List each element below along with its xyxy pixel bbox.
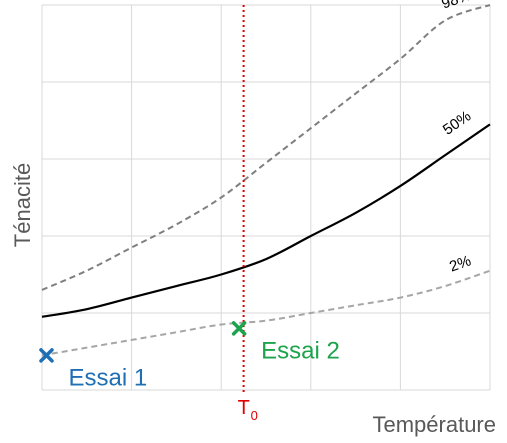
point-label-2: Essai 2 [261, 337, 340, 364]
points [39, 321, 247, 363]
reference-line-subscript: 0 [251, 408, 258, 423]
series-line-50pct [41, 123, 491, 318]
series-label-50pct: 50% [440, 108, 474, 139]
x-marker-stroke [39, 348, 54, 363]
x-axis-label: Température [372, 412, 496, 437]
grid [41, 4, 491, 391]
series-label-2pct: 2% [447, 252, 473, 275]
point-marker-2 [231, 321, 247, 336]
point-marker-1 [39, 348, 54, 363]
reference-line-label: T [238, 397, 250, 419]
series-lines [41, 4, 491, 357]
point-label-1: Essai 1 [68, 364, 147, 391]
x-marker-stroke [231, 321, 247, 336]
series-line-98pct [41, 4, 491, 291]
y-axis-label: Ténacité [10, 163, 35, 247]
